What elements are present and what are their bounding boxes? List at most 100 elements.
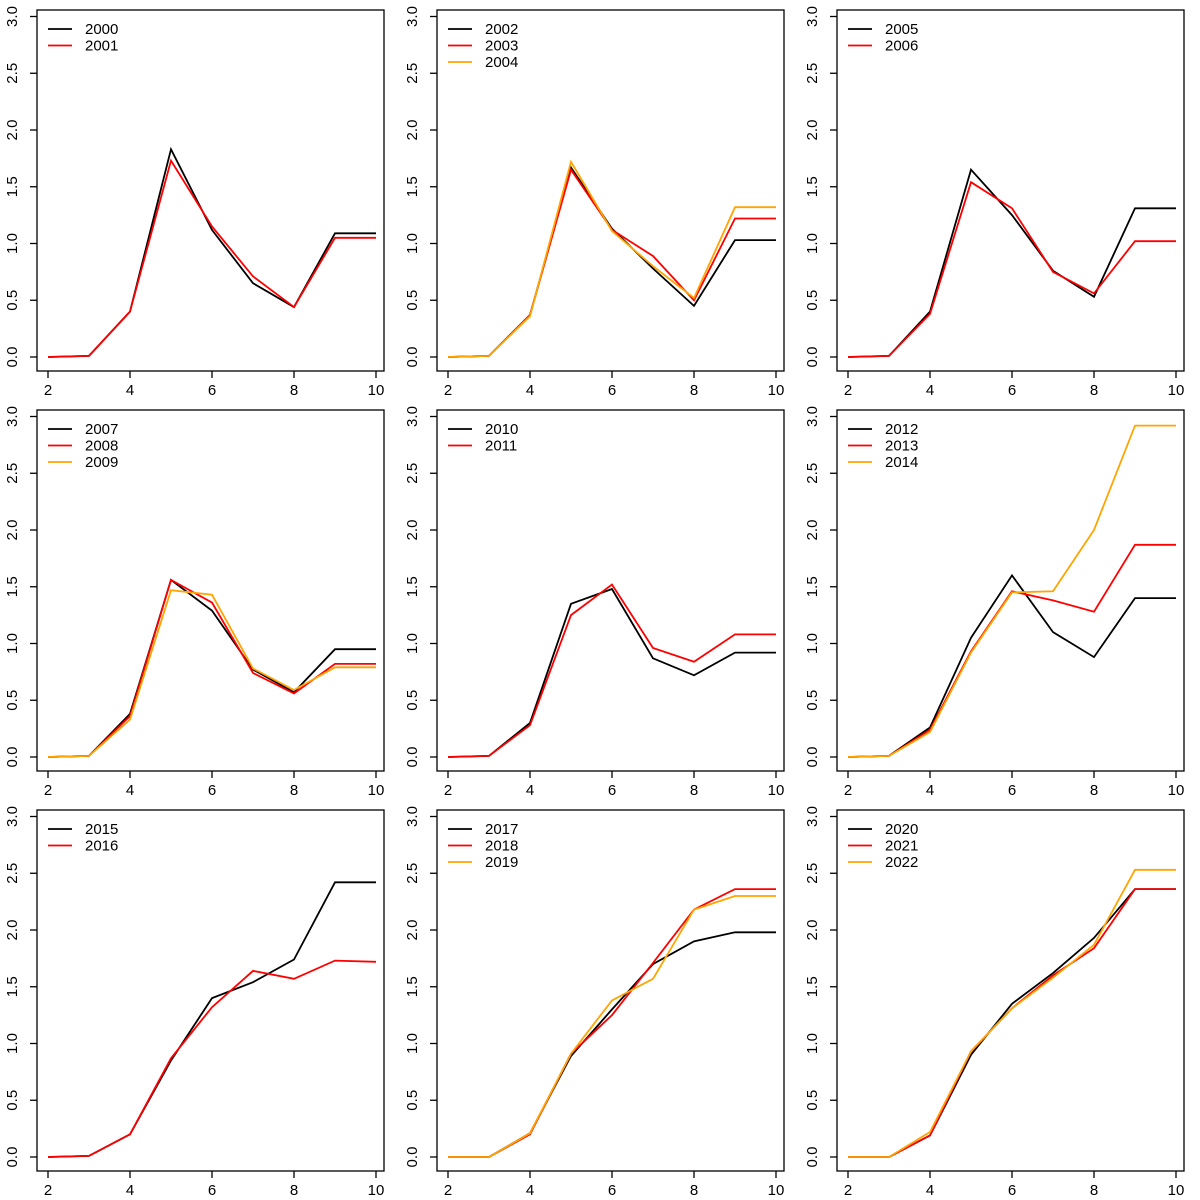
y-tick-label: 1.5 <box>404 576 421 597</box>
series-line-2003 <box>447 167 776 358</box>
x-tick-label: 6 <box>608 782 616 799</box>
legend-label-2017: 2017 <box>485 821 518 838</box>
chart-panel-9: 2 4 6 8 10 0.0 0.5 1.0 1.5 2.0 2.5 3.0 2020 2021 2022 <box>800 800 1200 1200</box>
x-tick-label: 2 <box>444 782 452 799</box>
chart-panel-1: 2 4 6 8 10 0.0 0.5 1.0 1.5 2.0 2.5 3.0 2000 2001 <box>0 0 400 400</box>
x-tick-label: 4 <box>926 382 934 399</box>
y-tick-label: 1.5 <box>404 976 421 997</box>
y-tick-label: 1.5 <box>804 576 821 597</box>
legend-label-2008: 2008 <box>85 438 118 455</box>
y-tick-label: 1.5 <box>4 176 21 197</box>
y-tick-label: 2.5 <box>404 863 421 884</box>
y-tick-label: 0.5 <box>804 1090 821 1111</box>
legend-label-2012: 2012 <box>885 421 918 438</box>
legend-label-2019: 2019 <box>485 854 518 871</box>
chart-panel-5: 2 4 6 8 10 0.0 0.5 1.0 1.5 2.0 2.5 3.0 2010 2011 <box>400 400 800 800</box>
x-tick-label: 10 <box>768 1182 785 1199</box>
y-tick-label: 0.0 <box>804 747 821 768</box>
y-tick-label: 1.0 <box>404 233 421 254</box>
x-tick-label: 4 <box>526 382 534 399</box>
chart-panel-6: 2 4 6 8 10 0.0 0.5 1.0 1.5 2.0 2.5 3.0 2012 2013 2014 <box>800 400 1200 800</box>
series-lines <box>447 583 776 758</box>
x-tick-label: 2 <box>844 1182 852 1199</box>
y-tick-label: 1.5 <box>804 976 821 997</box>
series-line-2016 <box>47 959 377 1158</box>
legend-label-2007: 2007 <box>85 421 118 438</box>
y-tick-label: 1.0 <box>404 1033 421 1054</box>
legend-label-2011: 2011 <box>485 438 517 455</box>
x-tick-label: 8 <box>1090 782 1098 799</box>
legend-label-2004: 2004 <box>485 54 518 71</box>
y-tick-label: 0.5 <box>4 690 21 711</box>
x-tick-label: 10 <box>768 382 785 399</box>
x-tick-label: 6 <box>1008 1182 1016 1199</box>
x-tick-label: 2 <box>844 782 852 799</box>
series-line-2001 <box>47 158 376 358</box>
y-tick-label: 0.5 <box>4 290 21 311</box>
x-tick-label: 10 <box>1168 782 1185 799</box>
x-tick-label: 6 <box>608 1182 616 1199</box>
x-tick-label: 2 <box>444 1182 452 1199</box>
y-tick-label: 0.5 <box>804 290 821 311</box>
x-tick-label: 4 <box>526 782 534 799</box>
y-tick-label: 2.5 <box>404 463 421 484</box>
x-tick-label: 2 <box>444 382 452 399</box>
y-tick-label: 1.5 <box>804 176 821 197</box>
x-tick-label: 4 <box>126 382 134 399</box>
chart-panel-8: 2 4 6 8 10 0.0 0.5 1.0 1.5 2.0 2.5 3.0 2017 2018 2019 <box>400 800 800 1200</box>
series-line-2008 <box>47 578 376 758</box>
legend-label-2003: 2003 <box>485 38 518 55</box>
x-tick-label: 2 <box>44 1182 52 1199</box>
x-tick-label: 8 <box>690 1182 698 1199</box>
y-tick-label: 3.0 <box>404 806 421 827</box>
y-tick-label: 2.0 <box>4 920 21 941</box>
legend-label-2010: 2010 <box>485 421 518 438</box>
y-tick-label: 2.5 <box>804 463 821 484</box>
y-tick-label: 2.0 <box>4 120 21 141</box>
axes: 2 4 6 8 10 0.0 0.5 1.0 1.5 2.0 2.5 3.0 <box>404 6 785 399</box>
series-lines <box>47 578 376 758</box>
axes: 2 4 6 8 10 0.0 0.5 1.0 1.5 2.0 2.5 3.0 <box>804 6 1185 399</box>
y-tick-label: 2.5 <box>4 63 21 84</box>
y-tick-label: 1.5 <box>4 976 21 997</box>
y-tick-label: 2.5 <box>804 63 821 84</box>
series-line-2015 <box>47 881 376 1158</box>
legend-label-2001: 2001 <box>85 38 118 55</box>
x-tick-label: 6 <box>1008 382 1016 399</box>
x-tick-label: 2 <box>44 382 52 399</box>
x-tick-label: 8 <box>1090 1182 1098 1199</box>
y-tick-label: 2.5 <box>4 863 21 884</box>
x-tick-label: 8 <box>690 382 698 399</box>
y-tick-label: 2.0 <box>804 120 821 141</box>
series-line-2020 <box>848 888 1176 1158</box>
x-tick-label: 4 <box>926 782 934 799</box>
axes: 2 4 6 8 10 0.0 0.5 1.0 1.5 2.0 2.5 3.0 <box>804 406 1185 799</box>
chart-panel-3: 2 4 6 8 10 0.0 0.5 1.0 1.5 2.0 2.5 3.0 2005 2006 <box>800 0 1200 400</box>
chart-panel-4: 2 4 6 8 10 0.0 0.5 1.0 1.5 2.0 2.5 3.0 2007 2008 2009 <box>0 400 400 800</box>
y-tick-label: 3.0 <box>804 406 821 427</box>
x-tick-label: 6 <box>1008 782 1016 799</box>
series-lines <box>47 146 376 358</box>
series-lines <box>448 888 776 1158</box>
y-tick-label: 1.0 <box>4 233 21 254</box>
y-tick-label: 3.0 <box>4 6 21 27</box>
series-line-2022 <box>848 868 1176 1158</box>
series-line-2005 <box>847 167 1176 358</box>
y-tick-label: 0.5 <box>804 690 821 711</box>
legend-label-2015: 2015 <box>85 821 118 838</box>
y-tick-label: 1.5 <box>404 176 421 197</box>
legend-label-2016: 2016 <box>85 838 118 855</box>
y-tick-label: 0.0 <box>404 747 421 768</box>
x-tick-label: 10 <box>768 782 785 799</box>
